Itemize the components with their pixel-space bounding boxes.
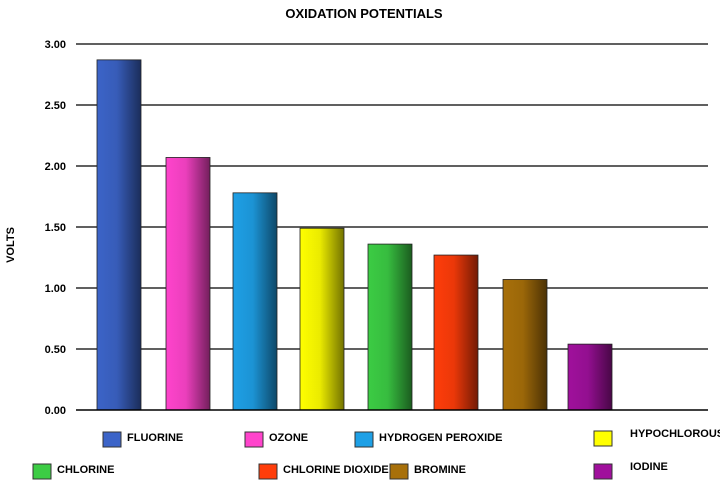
legend-swatch (354, 431, 374, 448)
legend-swatch (593, 463, 613, 480)
legend-label: HYPOCHLOROUS ACID (630, 428, 720, 440)
y-tick-label: 2.00 (45, 161, 66, 173)
bar-ozone (165, 157, 211, 411)
legend-swatch (258, 463, 278, 480)
y-tick-labels: 0.00 0.50 1.00 1.50 2.00 2.50 3.00 (45, 39, 66, 417)
legend-label: OZONE (269, 432, 308, 444)
y-tick-label: 0.50 (45, 344, 66, 356)
legend-label: CHLORINE DIOXIDE (283, 464, 389, 476)
y-tick-label: 3.00 (45, 39, 66, 51)
bar-bromine (502, 279, 548, 411)
y-tick-label: 1.50 (45, 222, 66, 234)
legend: FLUORINE OZONE HYDROGEN PEROXIDE HYPOCHLORO… (32, 428, 720, 480)
legend-swatch (32, 463, 52, 480)
bar-hypochlorous-acid (299, 227, 345, 411)
y-tick-label: 0.00 (45, 405, 66, 417)
bars (96, 59, 613, 411)
legend-swatch (593, 430, 613, 447)
legend-label: CHLORINE (57, 464, 114, 476)
bar-chlorine-dioxide (433, 254, 479, 411)
bar-chlorine (367, 243, 413, 411)
legend-swatch (389, 463, 409, 480)
bar-iodine (567, 343, 613, 411)
bar-hydrogen-peroxide (232, 192, 278, 411)
legend-swatch (102, 431, 122, 448)
legend-swatch (244, 431, 264, 448)
bar-fluorine (96, 59, 142, 411)
chart-title: OXIDATION POTENTIALS (285, 6, 443, 21)
legend-label: FLUORINE (127, 432, 183, 444)
legend-label: BROMINE (414, 464, 466, 476)
y-axis-label: VOLTS (5, 227, 17, 263)
legend-label: HYDROGEN PEROXIDE (379, 432, 502, 444)
legend-label: IODINE (630, 461, 668, 473)
y-tick-label: 2.50 (45, 100, 66, 112)
y-tick-label: 1.00 (45, 283, 66, 295)
